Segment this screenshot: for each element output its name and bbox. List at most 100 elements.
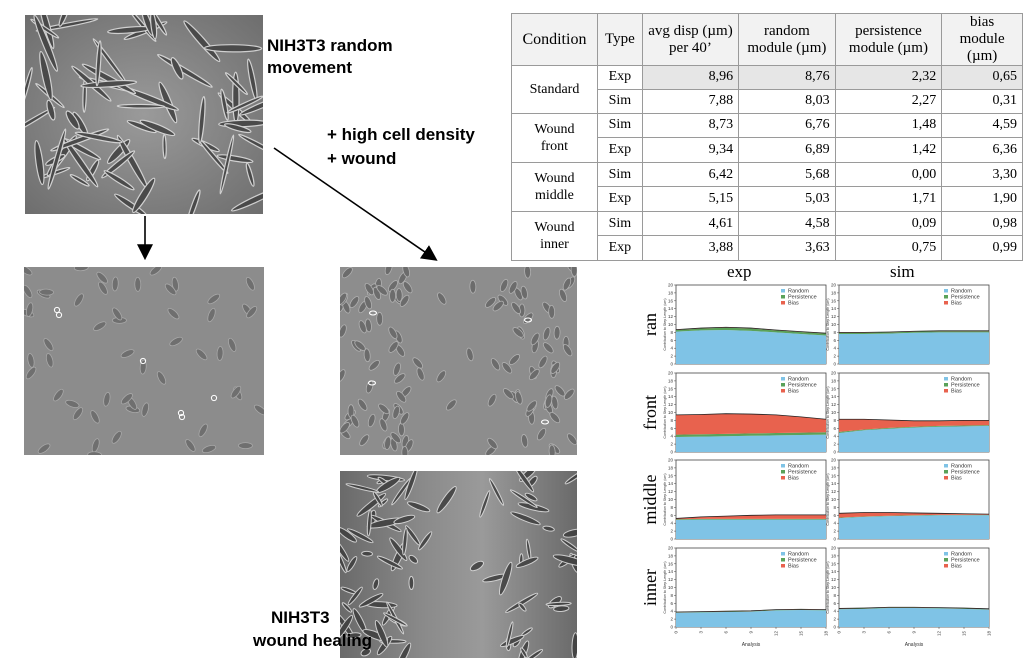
x-tick-label: 0 (674, 631, 679, 634)
y-axis-label: Contribution to Step Length (um) (826, 298, 830, 350)
y-tick-label: 14 (668, 569, 674, 574)
value-cell: 2,27 (834, 88, 943, 114)
header-condition: Condition (511, 13, 598, 66)
area-bias (676, 514, 826, 520)
y-tick-label: 10 (668, 410, 674, 415)
y-axis-label: Contribution to Step Length (um) (663, 473, 667, 525)
value-cell: 3,88 (641, 235, 740, 261)
y-tick-label: 4 (670, 434, 673, 439)
top-line (675, 413, 827, 420)
y-tick-label: 16 (668, 298, 674, 303)
y-tick-label: 2 (670, 617, 673, 622)
legend-label: Persistence (788, 558, 817, 564)
y-tick-label: 16 (668, 473, 674, 478)
label-conditions-1: + high cell density (327, 125, 475, 144)
top-line (675, 608, 827, 613)
legend-swatch (944, 289, 948, 293)
y-tick-label: 20 (831, 371, 837, 376)
y-tick-label: 0 (833, 537, 836, 542)
value-cell: 4,59 (941, 112, 1023, 139)
legend-swatch (781, 470, 785, 474)
header-bias: bias module (µm) (941, 13, 1023, 66)
y-tick-label: 6 (670, 338, 673, 343)
row-title-front: front (640, 395, 660, 430)
panel-ran-sim: 0 2 4 6 8 10 12 14 16 18 20 Contribution to Step Le… (826, 283, 990, 367)
table-row: Wound middle Sim 6,42 5,68 0,00 3,30 (511, 161, 1023, 212)
y-tick-label: 0 (833, 362, 836, 367)
legend-label: Persistence (951, 558, 980, 564)
y-tick-label: 14 (831, 481, 837, 486)
y-tick-label: 4 (833, 346, 836, 351)
y-tick-label: 4 (670, 346, 673, 351)
y-tick-label: 2 (833, 529, 836, 534)
arrows (137, 147, 438, 261)
x-axis-label: Analysis (905, 642, 924, 648)
legend-swatch (781, 377, 785, 381)
x-tick-label: 0 (837, 631, 842, 634)
y-tick-label: 12 (668, 577, 674, 582)
y-axis-label: Contribution to Step Length (um) (663, 561, 667, 613)
panel-middle-exp: 0 2 4 6 8 10 12 14 16 18 20 Contribution to Step Le… (663, 458, 827, 542)
value-cell: 8,73 (641, 112, 740, 139)
legend-label: Random (951, 464, 972, 470)
y-tick-label: 10 (831, 497, 837, 502)
y-tick-label: 18 (831, 465, 837, 470)
header-random: random module (µm) (738, 13, 836, 66)
type-cell: Exp (596, 235, 643, 261)
value-cell: 5,68 (738, 161, 836, 188)
micrograph-random-movement (25, 15, 263, 214)
type-cell: Sim (596, 210, 643, 237)
table-row: Exp 3,88 3,63 0,75 0,99 (512, 235, 1023, 261)
y-tick-label: 20 (831, 283, 837, 288)
table-row: Standard Exp 8,96 8,76 2,32 0,65 (511, 65, 1023, 114)
legend-swatch (944, 552, 948, 556)
y-axis-label: Contribution to Step Length (um) (826, 561, 830, 613)
legend-swatch (944, 377, 948, 381)
value-cell: 3,63 (738, 235, 836, 261)
label-conditions-2: + wound (327, 149, 397, 168)
panel-inner-exp: 0 2 4 6 8 10 12 14 16 18 20 Contribution to Step Le… (663, 546, 829, 649)
panel-front-sim: 0 2 4 6 8 10 12 14 16 18 20 Contribution to Step Le… (826, 371, 990, 455)
y-tick-label: 14 (668, 306, 674, 311)
y-tick-label: 6 (833, 426, 836, 431)
y-tick-label: 4 (833, 434, 836, 439)
value-cell: 0,31 (941, 88, 1023, 114)
y-tick-label: 0 (833, 450, 836, 455)
y-tick-label: 6 (670, 513, 673, 518)
value-cell: 5,15 (641, 186, 740, 212)
legend-swatch (781, 558, 785, 562)
y-tick-label: 18 (831, 290, 837, 295)
y-tick-label: 10 (668, 585, 674, 590)
area-random (676, 610, 826, 627)
arrow-diagonal (273, 147, 438, 261)
legend-swatch (781, 389, 785, 393)
legend-label: Random (951, 289, 972, 295)
area-random (839, 425, 989, 452)
legend-swatch (944, 301, 948, 305)
y-axis-label: Contribution to Step Length (um) (663, 386, 667, 438)
legend-swatch (781, 383, 785, 387)
value-cell: 6,89 (738, 137, 836, 163)
header-type: Type (596, 13, 643, 66)
y-tick-label: 8 (833, 330, 836, 335)
y-tick-label: 0 (670, 450, 673, 455)
y-tick-label: 18 (831, 378, 837, 383)
y-tick-label: 12 (668, 489, 674, 494)
top-line (839, 330, 989, 333)
value-cell: 8,03 (738, 88, 836, 114)
legend-label: Persistence (951, 383, 980, 389)
results-table: Condition Type avg disp (µm) per 40’ ran… (511, 13, 1023, 262)
value-cell: 6,42 (641, 161, 740, 188)
y-tick-label: 12 (831, 577, 837, 582)
area-persistence (839, 514, 989, 519)
y-tick-label: 12 (831, 314, 837, 319)
y-tick-label: 18 (668, 378, 674, 383)
legend-label: Persistence (788, 383, 817, 389)
y-tick-label: 18 (668, 553, 674, 558)
y-tick-label: 8 (833, 593, 836, 598)
chart-grid: exp sim ran front middle inner 0 2 4 6 8 10 12 14 16… (614, 262, 1024, 669)
y-tick-label: 4 (670, 521, 673, 526)
area-bias (676, 413, 826, 435)
legend-swatch (944, 558, 948, 562)
type-cell: Exp (596, 186, 643, 212)
